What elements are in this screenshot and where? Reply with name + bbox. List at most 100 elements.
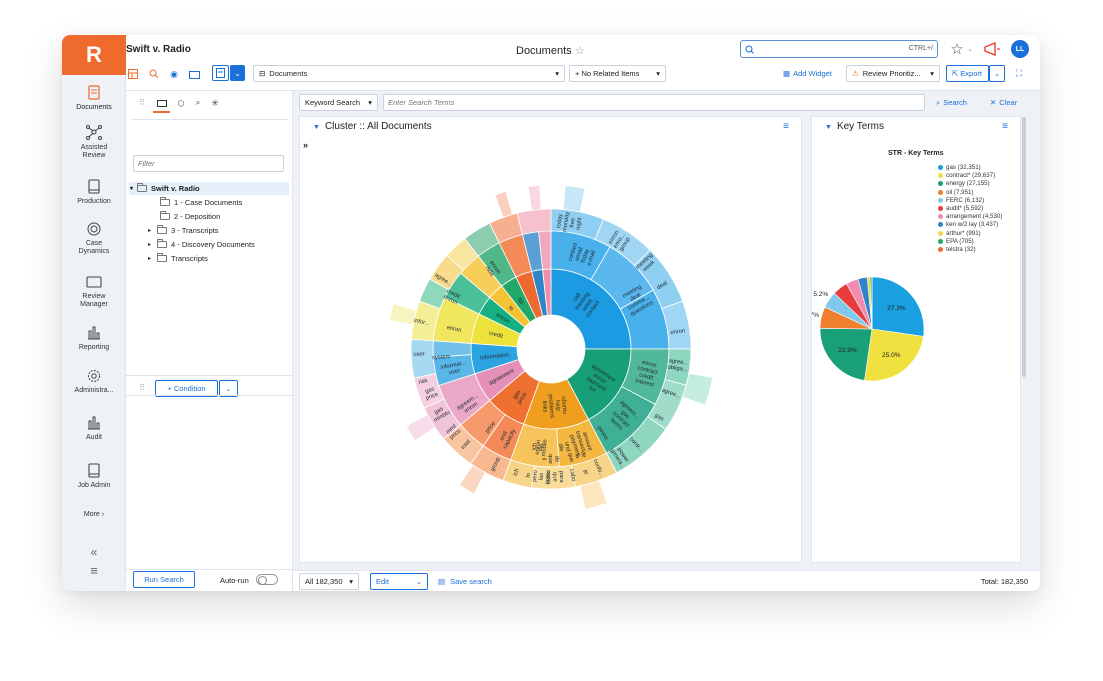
svg-text:email: email	[574, 247, 584, 262]
tag-icon[interactable]: ⬡	[177, 98, 185, 108]
legend-item[interactable]: arthur* (991)	[938, 230, 981, 237]
legend-item[interactable]: telstra (32)	[938, 246, 976, 253]
rail-more[interactable]: More ›	[83, 511, 105, 518]
avatar[interactable]: LL	[1011, 40, 1029, 58]
legend-item[interactable]: ken w/2 lay (3,437)	[938, 221, 998, 228]
export-dropdown[interactable]: ⌄	[989, 65, 1005, 82]
legend-swatch	[938, 247, 943, 252]
megaphone-icon[interactable]	[982, 40, 1002, 58]
job-icon	[88, 463, 100, 478]
top-bar: Swift v. Radio Documents ☆ CTRL+/ ☆ ⌄ LL…	[126, 35, 1040, 91]
cluster-outer-sliver[interactable]	[579, 480, 608, 510]
search-doc-icon[interactable]: ⌕	[195, 98, 201, 107]
cluster-label: enron	[446, 325, 462, 334]
sparkle-icon[interactable]: ✳	[211, 97, 219, 108]
add-condition-button[interactable]: + Condition	[155, 380, 218, 397]
view-mode-dropdown[interactable]: ⌄	[230, 65, 245, 81]
search-type-select[interactable]: Keyword Search ▾	[299, 94, 378, 111]
legend-item[interactable]: arrangement (4,530)	[938, 213, 1002, 220]
legend-swatch	[938, 230, 943, 236]
pie-slice[interactable]	[819, 327, 873, 381]
all-count-select[interactable]: All 182,350 ▾	[299, 573, 359, 590]
svg-text:links: links	[541, 401, 548, 413]
legend-item[interactable]: FERC (6,132)	[938, 197, 984, 204]
tree-item-discovery[interactable]: ▸ 4 - Discovery Documents	[148, 239, 255, 249]
search-button[interactable]: ⌕ Search	[936, 97, 967, 108]
panel-menu-icon[interactable]: ≡	[783, 121, 789, 132]
legend-swatch	[938, 222, 943, 228]
zoom-search-icon[interactable]	[148, 68, 160, 80]
hamburger-icon[interactable]: ≡	[90, 563, 98, 578]
svg-text:la: la	[573, 453, 580, 460]
cluster-outer-sliver[interactable]	[562, 185, 586, 213]
edit-select[interactable]: Edit ⌄	[370, 573, 428, 590]
bar-chart-icon	[88, 326, 100, 340]
rail-item-reporting[interactable]: Reporting	[62, 325, 126, 352]
rail-item-production[interactable]: Production	[62, 179, 126, 206]
tree-item-transcripts[interactable]: ▸ Transcripts	[148, 253, 208, 263]
condition-dropdown[interactable]: ⌄	[219, 380, 238, 397]
cluster-outer-sliver[interactable]	[682, 372, 713, 406]
rail-item-documents[interactable]: Documents	[62, 85, 126, 112]
legend-item[interactable]: EPA (705)	[938, 238, 974, 245]
cluster-segment[interactable]	[516, 208, 552, 235]
rail-item-jobadmin[interactable]: Job Admin	[62, 463, 126, 490]
production-icon	[88, 179, 100, 194]
scrollbar[interactable]	[1022, 117, 1026, 377]
add-widget-button[interactable]: ▦ Add Widget	[783, 69, 832, 78]
tree-item-case-docs[interactable]: 1 - Case Documents	[160, 197, 242, 207]
chevron-down-icon[interactable]: ⌄	[967, 46, 973, 53]
view-mode-icon[interactable]	[212, 65, 229, 81]
panel-menu-icon[interactable]: ≡	[1002, 121, 1008, 132]
cluster-outer-sliver[interactable]	[527, 184, 542, 211]
drag-handle-icon[interactable]: ⠿	[139, 383, 145, 392]
rail-item-audit[interactable]: Audit	[62, 415, 126, 442]
run-search-button[interactable]: Run Search	[133, 571, 195, 588]
review-priority-select[interactable]: ⚠ Review Prioritiz... ▾	[846, 65, 940, 82]
save-search-button[interactable]: ▤ Save search	[438, 577, 492, 586]
tree-root[interactable]: ▾ Swift v. Radio	[130, 183, 200, 193]
key-terms-pie[interactable]: 27.3% 25.0% 22.9% 6.7% 5.2%	[812, 275, 1022, 425]
rail-item-assisted[interactable]: Assisted Review	[62, 125, 126, 160]
app-logo[interactable]: R	[62, 35, 126, 75]
rail-item-administra[interactable]: Administra...	[62, 368, 126, 395]
legend-item[interactable]: gas (32,351)	[938, 164, 981, 171]
cluster-outer-sliver[interactable]	[389, 303, 417, 326]
expand-icon[interactable]: »	[303, 140, 309, 150]
folder-icon[interactable]	[188, 68, 200, 80]
legend-item[interactable]: oil (7,951)	[938, 189, 974, 196]
clear-button[interactable]: ✕ Clear	[990, 98, 1018, 107]
legend-item[interactable]: energy (27,155)	[938, 180, 990, 187]
svg-text:risk: risk	[418, 378, 428, 386]
svg-text:enron: enron	[535, 440, 543, 455]
search-terms-input[interactable]	[383, 94, 925, 111]
cluster-sunburst[interactable]: callmeetingweekcontactagreementenronpaym…	[300, 134, 803, 564]
global-search-input[interactable]: CTRL+/	[740, 40, 938, 58]
view-select[interactable]: ⊟ Documents ▾	[253, 65, 565, 82]
folder-tab-icon[interactable]	[156, 97, 168, 109]
favorites-star-icon[interactable]: ☆	[950, 41, 964, 58]
pie-slice[interactable]	[864, 328, 924, 382]
cluster-outer-sliver[interactable]	[405, 414, 436, 442]
cluster-outer-sliver[interactable]	[458, 464, 486, 495]
rail-item-case[interactable]: Case Dynamics	[62, 221, 126, 256]
legend-item[interactable]: audit* (5,592)	[938, 205, 983, 212]
layout-icon[interactable]	[127, 68, 139, 80]
tree-item-transcripts-3[interactable]: ▸ 3 - Transcripts	[148, 225, 219, 235]
pie-slice[interactable]	[871, 276, 925, 337]
auto-run-toggle[interactable]	[256, 574, 278, 585]
export-button[interactable]: ⇱ Export	[946, 65, 989, 82]
cluster-outer-sliver[interactable]	[494, 190, 513, 218]
fullscreen-icon[interactable]: ⛶	[1015, 67, 1023, 78]
sunburst-center[interactable]	[518, 316, 584, 382]
tree-item-deposition[interactable]: 2 - Deposition	[160, 211, 220, 221]
legend-item[interactable]: contract* (29,637)	[938, 172, 995, 179]
related-items-select[interactable]: + No Related Items ▾	[569, 65, 666, 82]
eye-icon[interactable]: ◉	[170, 68, 178, 79]
save-icon: ▤	[438, 577, 446, 586]
collapse-icon[interactable]: «	[90, 545, 98, 559]
svg-text:infor...: infor...	[413, 318, 430, 327]
drag-handle-icon[interactable]: ⠿	[139, 98, 145, 107]
rail-item-review[interactable]: Review Manager	[62, 274, 126, 309]
filter-input[interactable]	[133, 155, 284, 172]
